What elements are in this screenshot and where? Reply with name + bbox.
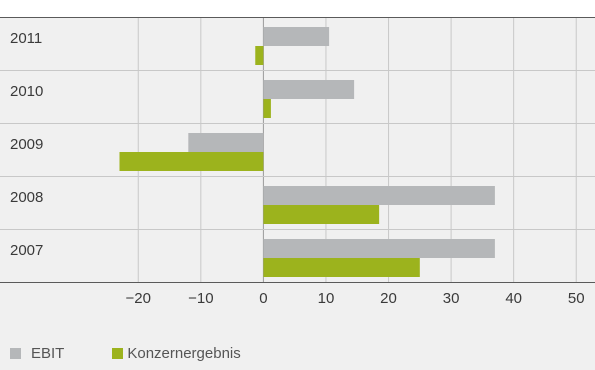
bar-ebit-2008 <box>263 186 495 205</box>
bar-ebit-2009 <box>188 133 264 152</box>
bar-konzernergebnis-2010 <box>263 99 271 118</box>
category-label-2011: 2011 <box>10 30 42 47</box>
x-tick-label: 50 <box>568 290 585 307</box>
bar-konzernergebnis-2009 <box>119 152 264 171</box>
x-tick-label: −20 <box>126 290 151 307</box>
legend-swatch-ebit <box>10 348 21 359</box>
legend-item-ebit: EBIT <box>10 345 64 362</box>
x-tick-label: 10 <box>318 290 335 307</box>
bar-konzernergebnis-2008 <box>263 205 380 224</box>
legend-swatch-konzernergebnis <box>112 348 124 359</box>
bar-konzernergebnis-2011 <box>255 46 264 65</box>
x-tick-label: 0 <box>259 290 267 307</box>
x-tick-labels: −20 −10 0 10 20 30 40 50 <box>126 290 585 307</box>
bar-ebit-2010 <box>263 80 355 99</box>
bars <box>119 27 495 277</box>
bar-konzernergebnis-2007 <box>263 258 420 277</box>
row-separators <box>0 17 595 283</box>
category-label-2009: 2009 <box>10 136 43 153</box>
legend-label-ebit: EBIT <box>31 345 65 362</box>
bar-ebit-2007 <box>263 239 495 258</box>
header-band <box>0 0 595 17</box>
x-tick-label: 40 <box>505 290 522 307</box>
legend: EBIT Konzernergebnis <box>10 345 289 362</box>
category-label-2010: 2010 <box>10 83 43 100</box>
legend-label-konzernergebnis: Konzernergebnis <box>127 345 241 362</box>
x-tick-label: 30 <box>443 290 460 307</box>
x-tick-label: −10 <box>188 290 213 307</box>
x-tick-label: 20 <box>380 290 397 307</box>
legend-item-konzernergebnis: Konzernergebnis <box>112 345 241 362</box>
category-labels: 2011 2010 2009 2008 2007 <box>10 30 43 259</box>
category-label-2008: 2008 <box>10 189 43 206</box>
bar-ebit-2011 <box>263 27 330 46</box>
row-background <box>0 123 595 176</box>
category-label-2007: 2007 <box>10 242 43 259</box>
